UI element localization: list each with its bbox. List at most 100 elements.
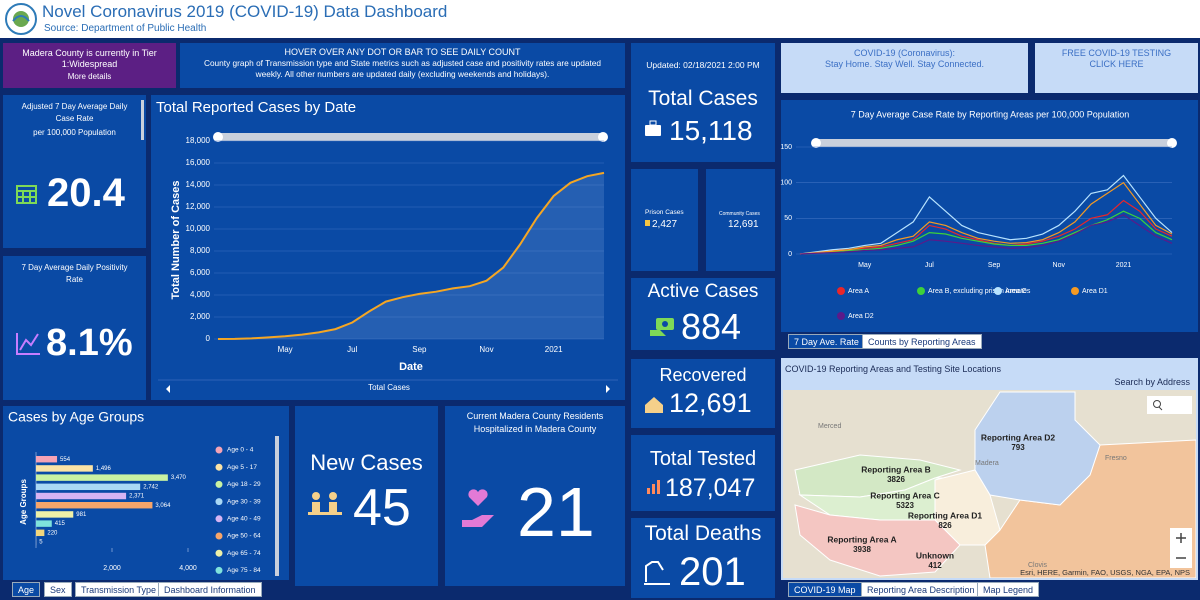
- x-tick-label: Sep: [412, 345, 427, 354]
- search-icon[interactable]: [1153, 400, 1161, 408]
- legend-scrollbar[interactable]: [275, 436, 279, 576]
- tier-link[interactable]: More details: [67, 72, 112, 81]
- tab[interactable]: COVID-19 Map: [788, 582, 862, 597]
- zoom-control[interactable]: [1170, 528, 1192, 568]
- zoom-icons: [1176, 533, 1186, 559]
- x-tick-label: Jul: [925, 262, 934, 269]
- y-tick-label: 12,000: [186, 202, 211, 211]
- region-label: Reporting Area A: [827, 534, 896, 544]
- tab[interactable]: Map Legend: [977, 582, 1040, 597]
- legend-label: Age 30 - 39: [227, 498, 261, 505]
- message-text: Stay Home. Stay Well. Stay Connected.: [825, 59, 984, 69]
- legend-label: Area C: [1005, 288, 1027, 295]
- total-deaths-value: 201: [679, 550, 746, 594]
- testing-banner[interactable]: FREE COVID-19 TESTING CLICK HERE: [1035, 43, 1198, 93]
- legend-marker: [215, 446, 223, 454]
- region-count: 3826: [887, 475, 905, 484]
- total-cases-label: Total Cases: [648, 87, 758, 110]
- bar-label: 3,064: [155, 503, 171, 509]
- line: [799, 214, 1173, 255]
- money-icon: [650, 318, 674, 336]
- region-count: 5323: [896, 501, 914, 510]
- positivity-value: 8.1%: [46, 322, 133, 364]
- region-label: Reporting Area C: [870, 490, 940, 500]
- prison-cases-label: Prison Cases: [645, 209, 684, 216]
- y-tick-label: 6,000: [190, 268, 211, 277]
- place-label: Clovis: [1028, 562, 1048, 569]
- active-cases-value: 884: [681, 306, 742, 347]
- tab[interactable]: Sex: [44, 582, 72, 597]
- region-count: 3938: [853, 545, 871, 554]
- x-tick-label: Nov: [479, 345, 493, 354]
- panel-scrollbar[interactable]: [141, 100, 144, 140]
- place-label: Madera: [975, 460, 999, 467]
- source: Source: Department of Public Health: [44, 23, 207, 34]
- tier-panel[interactable]: Madera County is currently in Tier 1:Wid…: [3, 43, 176, 88]
- prison-icon: [645, 220, 650, 226]
- positivity-label: 7 Day Average Daily Positivity Rate: [21, 263, 128, 284]
- tab[interactable]: Age: [12, 582, 41, 597]
- map-region[interactable]: [794, 504, 961, 577]
- active-cases-panel: Active Cases 884: [631, 278, 775, 350]
- line: [799, 199, 1173, 255]
- legend-marker: [837, 287, 845, 295]
- x-tick-label: Jul: [347, 345, 357, 354]
- place-label: Fresno: [1105, 455, 1127, 462]
- area: [218, 172, 604, 339]
- bar-label: 2,371: [129, 494, 145, 500]
- legend-label: Area A: [848, 288, 869, 295]
- bar: [36, 483, 141, 491]
- prison-cases-panel: Prison Cases 2,427: [631, 169, 698, 271]
- legend-label: Age 50 - 64: [227, 533, 261, 540]
- community-cases-label: Community Cases: [719, 211, 760, 217]
- community-cases-value: 12,691: [728, 219, 759, 230]
- house-icon: [645, 397, 663, 413]
- tab[interactable]: Transmission Type: [75, 582, 163, 597]
- tab[interactable]: Counts by Reporting Areas: [862, 334, 982, 349]
- testing-title: FREE COVID-19 TESTING: [1061, 48, 1172, 58]
- y-tick-label: 14,000: [186, 180, 211, 189]
- calendar-icon: [16, 185, 37, 204]
- legend-label: Area D1: [1082, 288, 1108, 295]
- legend-label: Age 5 - 17: [227, 464, 257, 471]
- message-banner: COVID-19 (Coronavirus): Stay Home. Stay …: [781, 43, 1028, 93]
- tab[interactable]: Reporting Area Description: [861, 582, 981, 597]
- x-tick-label: Nov: [1053, 262, 1066, 269]
- bar-label: 554: [60, 457, 71, 463]
- legend-label: Age 75 - 84: [227, 567, 261, 574]
- x-tick-label: 4,000: [179, 565, 197, 572]
- case-rate-sublabel: per 100,000 Population: [33, 128, 116, 137]
- bar: [36, 474, 168, 481]
- legend-marker: [215, 549, 223, 557]
- logo: [5, 3, 37, 35]
- search-icon: [1158, 406, 1163, 411]
- range-slider[interactable]: [213, 132, 608, 142]
- tab[interactable]: Dashboard Information: [158, 582, 262, 597]
- line: [799, 210, 1173, 255]
- map[interactable]: [783, 390, 1196, 578]
- place-label: Merced: [818, 423, 841, 430]
- total-cases-panel: Updated: 02/18/2021 2:00 PM Total Cases …: [631, 43, 775, 162]
- bar-label: 415: [55, 521, 66, 527]
- bar: [36, 465, 93, 472]
- total-tested-panel: Total Tested 187,047: [631, 435, 775, 511]
- map-search[interactable]: Search by Address: [1114, 377, 1190, 387]
- legend-label: Age 40 - 49: [227, 516, 261, 523]
- y-tick-label: 8,000: [190, 246, 211, 255]
- x-tick-label: Sep: [988, 262, 1001, 269]
- region-label: Unknown: [916, 550, 954, 560]
- tier-text: Madera County is currently in Tier 1:Wid…: [22, 48, 157, 69]
- testing-link[interactable]: CLICK HERE: [1089, 59, 1144, 69]
- hospitalized-label: Current Madera County Residents Hospital…: [466, 411, 604, 434]
- y-tick-label: 18,000: [186, 136, 211, 145]
- range-slider[interactable]: [811, 138, 1177, 148]
- header: Novel Coronavirus 2019 (COVID-19) Data D…: [0, 0, 1200, 38]
- x-axis-label: Date: [399, 361, 423, 373]
- legend-marker: [215, 515, 223, 523]
- line: [799, 174, 1173, 255]
- recovered-panel: Recovered 12,691: [631, 359, 775, 428]
- people-icon: [308, 492, 342, 515]
- map-region[interactable]: [974, 391, 1101, 506]
- total-tested-label: Total Tested: [649, 448, 757, 470]
- legend-marker: [215, 480, 223, 488]
